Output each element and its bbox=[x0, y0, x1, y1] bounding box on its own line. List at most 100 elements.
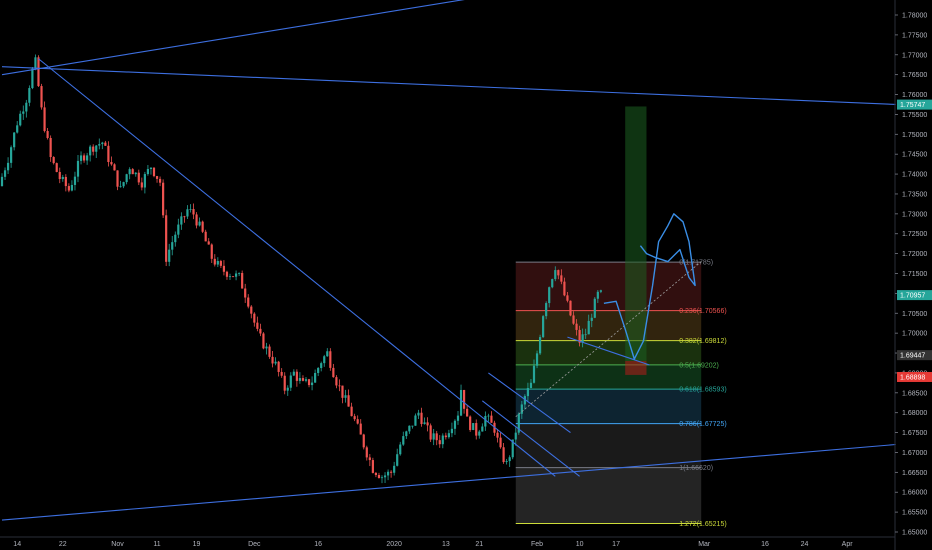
price-tick-label: 1.76000 bbox=[902, 92, 927, 99]
candle-body bbox=[125, 174, 128, 183]
candle-body bbox=[137, 172, 140, 183]
candle-body bbox=[19, 113, 22, 126]
price-badge-label: 1.69447 bbox=[900, 353, 925, 360]
projection-arrow[interactable] bbox=[603, 213, 696, 360]
candle-body bbox=[189, 209, 192, 210]
candle-body bbox=[405, 431, 408, 437]
trendlines[interactable] bbox=[1, 0, 896, 521]
time-tick-label: 16 bbox=[314, 541, 322, 548]
dashed-projection-line[interactable] bbox=[515, 261, 702, 417]
price-axis[interactable]: 1.78000 1.77500 1.77000 1.76500 1.76000 1.755… bbox=[894, 0, 932, 550]
trendline-0[interactable] bbox=[1, 66, 896, 106]
price-badge bbox=[897, 350, 932, 361]
candle-body bbox=[444, 435, 447, 438]
time-axis[interactable]: 14 22 Nov 11 19 Dec 16 2020 13 21 Feb 10 17 Mar 16 24 Ap… bbox=[0, 536, 895, 548]
candle-body bbox=[286, 387, 289, 391]
candle-body bbox=[143, 174, 146, 188]
candle-body bbox=[505, 461, 508, 463]
candle-body bbox=[459, 389, 463, 416]
candle-body bbox=[551, 279, 554, 288]
fibonacci-retracement[interactable]: 0(1.71785) 0.236(1.70566) 0.382(1.69812) 0.… bbox=[515, 260, 727, 528]
trendline-5[interactable] bbox=[481, 400, 580, 477]
candle-body bbox=[307, 379, 311, 386]
candle-body bbox=[435, 433, 438, 441]
candle-body bbox=[335, 377, 338, 386]
candle-body bbox=[262, 333, 265, 349]
candle-body bbox=[362, 434, 365, 448]
candle-body bbox=[225, 271, 229, 277]
candle-body bbox=[298, 378, 302, 381]
candle-body bbox=[344, 395, 347, 398]
candle-body bbox=[408, 425, 411, 432]
candle-body bbox=[432, 433, 435, 440]
candle-body bbox=[320, 363, 323, 369]
time-tick-label: 14 bbox=[13, 541, 21, 548]
candle-body bbox=[390, 471, 393, 473]
candle-body bbox=[280, 371, 283, 376]
candle-body bbox=[67, 186, 70, 191]
fib-level-label-5: 0.786(1.67725) bbox=[679, 421, 726, 428]
price-tick-label: 1.77500 bbox=[902, 32, 927, 39]
candle-body bbox=[532, 365, 536, 383]
candle-body bbox=[563, 281, 566, 296]
price-badge bbox=[897, 99, 932, 110]
projection-path[interactable] bbox=[603, 213, 696, 360]
candle-body bbox=[393, 465, 396, 473]
candle-body bbox=[399, 444, 402, 455]
candle-body bbox=[95, 145, 98, 152]
trendline-3[interactable] bbox=[1, 443, 896, 521]
trendline-6[interactable] bbox=[567, 336, 650, 366]
candle-body bbox=[338, 385, 341, 387]
candle-body bbox=[183, 216, 186, 218]
candle-body bbox=[22, 111, 25, 114]
candle-body bbox=[529, 382, 533, 389]
trendline-1[interactable] bbox=[1, 0, 491, 76]
candle-body bbox=[16, 125, 19, 133]
candle-body bbox=[572, 315, 575, 324]
trendline-2[interactable] bbox=[38, 58, 556, 477]
candle-body bbox=[584, 334, 587, 336]
candle-body bbox=[58, 171, 61, 180]
candle-body bbox=[250, 306, 253, 314]
candle-body bbox=[466, 408, 469, 417]
time-tick-label: 2020 bbox=[386, 541, 402, 548]
candle-body bbox=[593, 298, 596, 318]
candle-body bbox=[438, 440, 441, 445]
candle-body bbox=[292, 371, 295, 376]
time-tick-label: Mar bbox=[698, 541, 711, 548]
time-tick-label: 10 bbox=[576, 541, 584, 548]
candle-body bbox=[301, 378, 305, 381]
price-tick-label: 1.70500 bbox=[902, 311, 927, 318]
candle-body bbox=[526, 388, 530, 397]
candle-body bbox=[499, 437, 502, 448]
candle-body bbox=[383, 475, 387, 478]
candle-body bbox=[64, 176, 67, 187]
candle-body bbox=[554, 270, 557, 280]
candle-body bbox=[34, 57, 37, 69]
candle-body bbox=[49, 137, 52, 158]
candle-body bbox=[411, 425, 414, 427]
candle-body bbox=[289, 375, 292, 388]
candle-body bbox=[186, 209, 189, 217]
candle-body bbox=[356, 419, 359, 424]
trendline-4[interactable] bbox=[488, 372, 571, 434]
candle-body bbox=[578, 329, 581, 343]
candle-body bbox=[219, 261, 222, 266]
candlestick-series bbox=[0, 54, 602, 484]
candle-body bbox=[514, 432, 517, 440]
candle-body bbox=[213, 258, 216, 265]
fib-level-label-1: 0.236(1.70566) bbox=[679, 308, 726, 315]
candle-body bbox=[277, 361, 280, 372]
candle-body bbox=[253, 313, 256, 323]
price-tick-label: 1.75000 bbox=[902, 132, 927, 139]
candle-body bbox=[402, 436, 405, 445]
candle-body bbox=[82, 155, 86, 161]
candle-body bbox=[171, 242, 174, 250]
time-tick-label: Nov bbox=[111, 541, 124, 548]
price-tick-label: 1.74000 bbox=[902, 172, 927, 179]
candle-body bbox=[487, 415, 490, 417]
price-tick-label: 1.65000 bbox=[902, 530, 927, 537]
measure-boxes[interactable] bbox=[625, 106, 647, 375]
